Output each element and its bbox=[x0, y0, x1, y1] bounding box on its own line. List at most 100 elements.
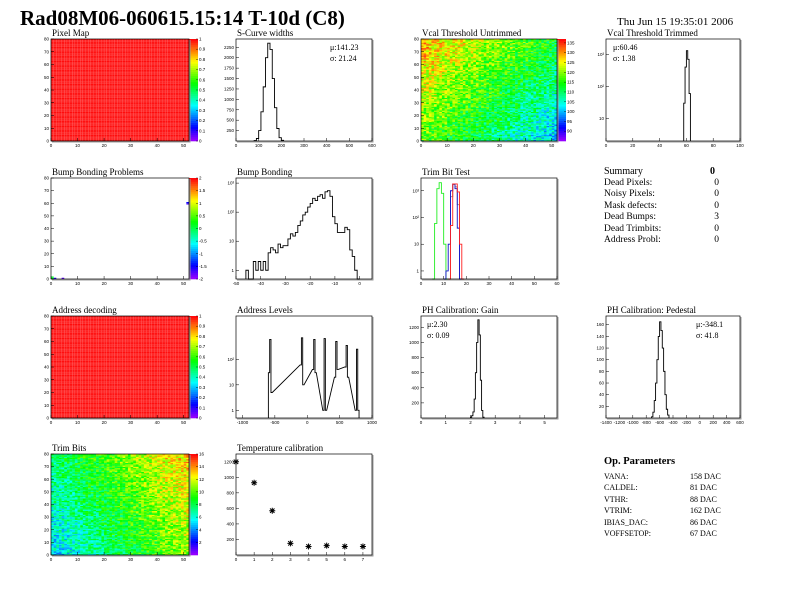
heatmap-cell bbox=[431, 49, 435, 51]
heatmap-cell bbox=[428, 97, 432, 100]
heatmap-cell bbox=[426, 112, 430, 115]
heatmap-cell bbox=[426, 97, 430, 100]
heatmap-cell bbox=[426, 75, 430, 78]
x-tick-label: 400 bbox=[323, 143, 331, 148]
heatmap-cell bbox=[439, 40, 443, 42]
heatmap-cell bbox=[428, 98, 432, 101]
heatmap-cell bbox=[423, 104, 427, 106]
heatmap-cell bbox=[436, 54, 440, 56]
heatmap-cell bbox=[426, 132, 430, 134]
heatmap-cell bbox=[441, 88, 445, 91]
heatmap-cell bbox=[426, 72, 430, 74]
heatmap-cell bbox=[428, 128, 432, 130]
heatmap-cell bbox=[441, 138, 445, 140]
heatmap-cell bbox=[423, 56, 427, 59]
chart-title: Pixel Map bbox=[52, 28, 90, 38]
heatmap-cell bbox=[436, 121, 440, 124]
heatmap-cell bbox=[431, 110, 435, 112]
heatmap-cell bbox=[441, 112, 445, 115]
heatmap-cell bbox=[439, 110, 443, 112]
heatmap-cell bbox=[434, 46, 437, 49]
heatmap-cell bbox=[426, 137, 430, 139]
heatmap-cell bbox=[434, 114, 437, 116]
heatmap-cell bbox=[426, 100, 430, 102]
heatmap-cell bbox=[441, 104, 445, 106]
heatmap-cell bbox=[441, 91, 445, 93]
heatmap-cell bbox=[426, 123, 430, 125]
heatmap-cell bbox=[439, 46, 443, 49]
heatmap-cell bbox=[428, 86, 432, 88]
heatmap-cell bbox=[421, 130, 424, 133]
heatmap-cell bbox=[421, 91, 424, 93]
heatmap-cell bbox=[434, 53, 437, 55]
heatmap-cell bbox=[423, 119, 427, 121]
heatmap-cell bbox=[421, 40, 424, 42]
heatmap-cell bbox=[423, 97, 427, 100]
heatmap-cell bbox=[434, 72, 437, 74]
x-tick-label: 500 bbox=[346, 143, 354, 148]
heatmap-cell bbox=[421, 110, 424, 112]
heatmap-cell bbox=[423, 123, 427, 125]
heatmap-cell bbox=[423, 44, 427, 46]
heatmap-cell bbox=[426, 118, 430, 120]
heatmap-cell bbox=[428, 100, 432, 102]
heatmap-cell bbox=[436, 107, 440, 110]
heatmap-cell bbox=[439, 114, 443, 116]
heatmap-cell bbox=[423, 74, 427, 77]
heatmap-cell bbox=[421, 58, 424, 60]
heatmap-cell bbox=[431, 79, 435, 82]
heatmap-cell bbox=[421, 46, 424, 49]
heatmap-cell bbox=[436, 90, 440, 92]
heatmap-cell bbox=[423, 41, 427, 44]
heatmap-cell bbox=[436, 123, 440, 125]
heatmap-cell bbox=[439, 126, 443, 129]
heatmap-cell bbox=[431, 121, 435, 124]
x-tick-label: 600 bbox=[368, 143, 376, 148]
palette-tick-label: 0 bbox=[199, 139, 202, 144]
heatmap-cell bbox=[428, 44, 432, 46]
heatmap-cell bbox=[431, 104, 435, 106]
heatmap-cell bbox=[441, 92, 445, 95]
heatmap-cell bbox=[426, 58, 430, 60]
heatmap-cell bbox=[439, 81, 443, 83]
heatmap-cell bbox=[439, 56, 443, 59]
heatmap-cell bbox=[426, 130, 430, 133]
heatmap-cell bbox=[439, 119, 443, 121]
heatmap-cell bbox=[436, 63, 440, 65]
heatmap-cell bbox=[423, 61, 427, 64]
heatmap-cell bbox=[421, 97, 424, 100]
heatmap-cell bbox=[439, 69, 443, 72]
heatmap-cell bbox=[423, 79, 427, 82]
heatmap-cell bbox=[421, 56, 424, 59]
heatmap-cell bbox=[431, 82, 435, 84]
heatmap-cell bbox=[421, 72, 424, 74]
y-tick-label: 50 bbox=[44, 75, 50, 80]
heatmap-cell bbox=[431, 65, 435, 68]
heatmap-cell bbox=[439, 116, 443, 119]
heatmap-cell bbox=[436, 74, 440, 77]
heatmap-cell bbox=[431, 54, 435, 56]
heatmap-cell bbox=[439, 92, 443, 95]
heatmap-cell bbox=[421, 129, 424, 131]
heatmap-cell bbox=[434, 101, 437, 103]
heatmap-cell bbox=[439, 107, 443, 110]
heatmap-cell bbox=[421, 92, 424, 95]
heatmap-cell bbox=[439, 105, 443, 107]
heatmap-cell bbox=[434, 104, 437, 106]
heatmap-cell bbox=[434, 123, 437, 125]
heatmap-cell bbox=[421, 100, 424, 102]
heatmap-cell bbox=[421, 83, 424, 86]
heatmap-cell bbox=[423, 90, 427, 92]
heatmap-cell bbox=[421, 125, 424, 128]
heatmap-cell bbox=[434, 120, 437, 123]
heatmap-cell bbox=[428, 77, 432, 79]
heatmap-cell bbox=[423, 40, 427, 42]
heatmap-cell bbox=[423, 64, 427, 66]
heatmap-cell bbox=[428, 90, 432, 92]
heatmap-cell bbox=[434, 41, 437, 44]
heatmap-cell bbox=[426, 119, 430, 121]
heatmap-cell bbox=[428, 104, 432, 106]
chart-vcal-threshold-untrimmed: Vcal Threshold Untrimmed9095100105110115… bbox=[414, 28, 575, 148]
heatmap-cell bbox=[441, 86, 445, 88]
